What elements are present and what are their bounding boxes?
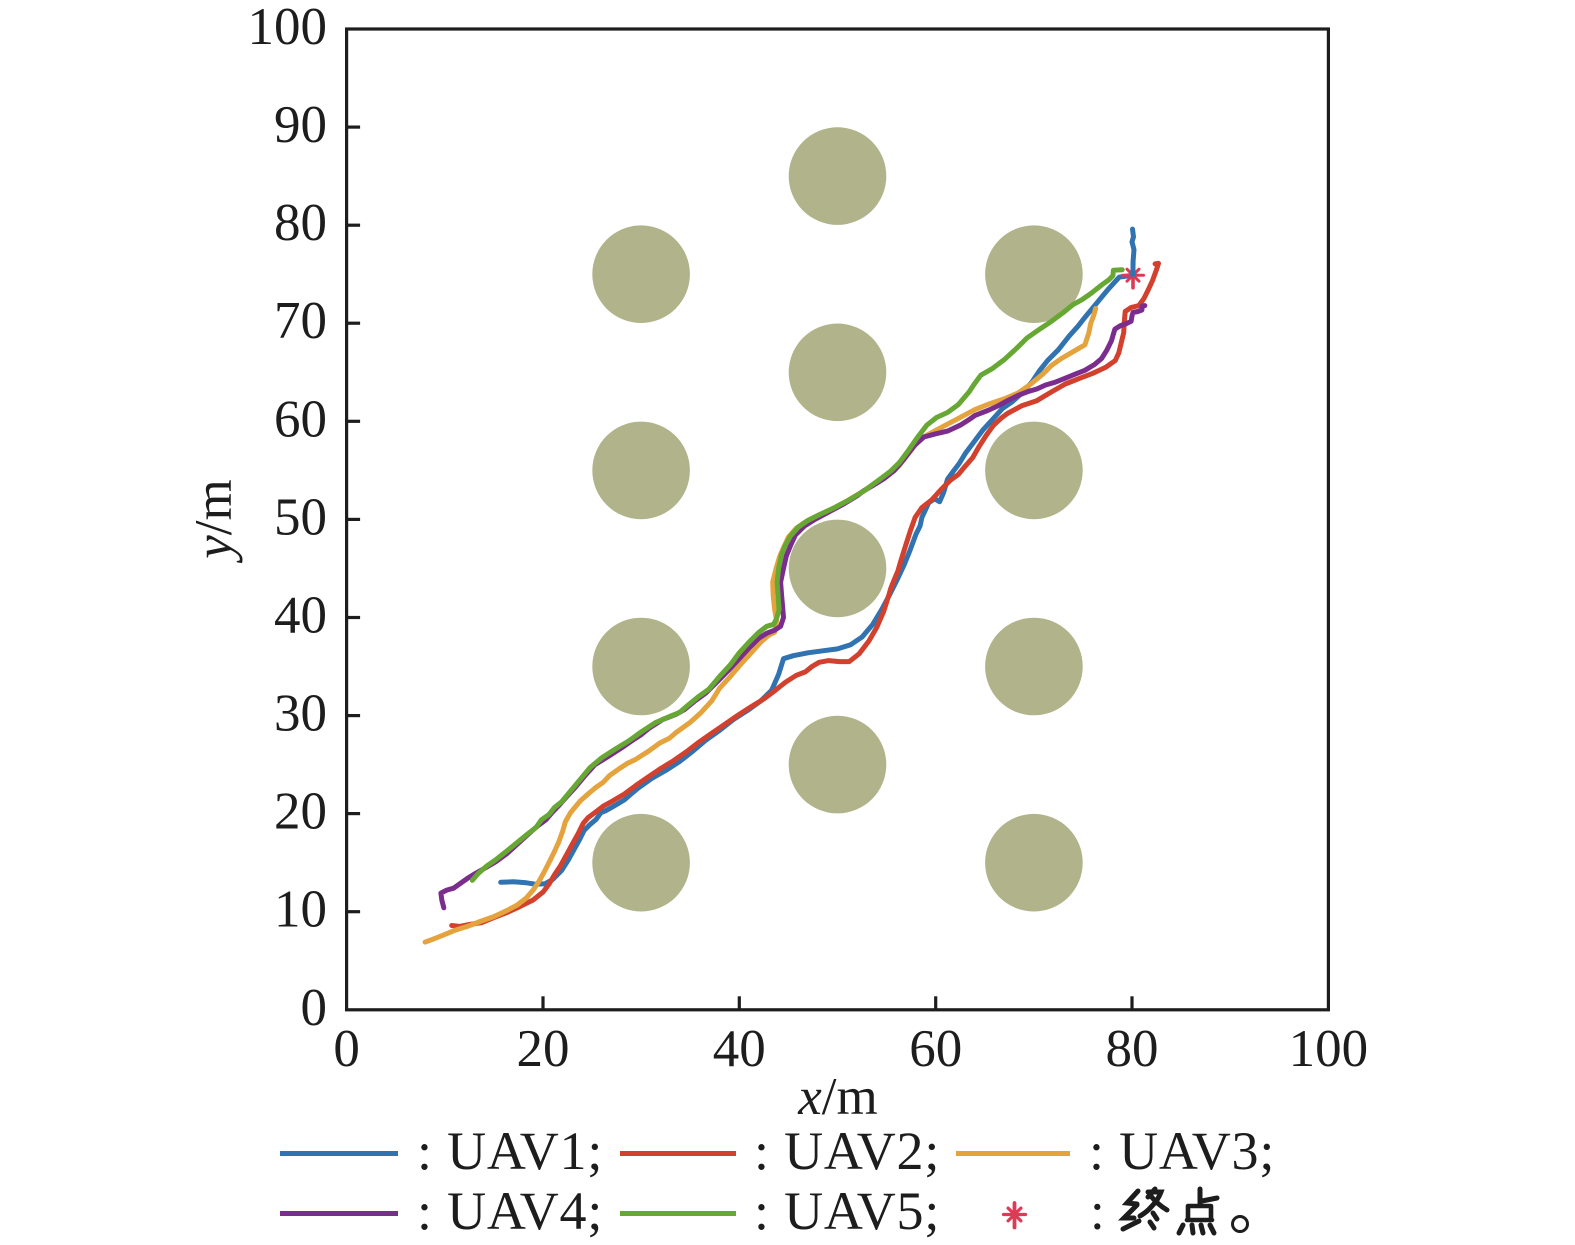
svg-text:y/m: y/m [185, 479, 243, 563]
svg-text:90: 90 [274, 96, 327, 154]
svg-text:20: 20 [274, 783, 327, 841]
svg-text:0: 0 [333, 1020, 360, 1078]
svg-text:100: 100 [248, 0, 328, 56]
svg-text:30: 30 [274, 685, 327, 743]
svg-text:x/m: x/m [797, 1068, 877, 1126]
svg-text:40: 40 [713, 1020, 766, 1078]
svg-text:: UAV4;: : UAV4; [417, 1181, 603, 1241]
svg-text::: : [1090, 1183, 1105, 1241]
svg-text:0: 0 [301, 979, 328, 1037]
svg-text:: UAV5;: : UAV5; [754, 1181, 940, 1241]
svg-text:60: 60 [909, 1020, 962, 1078]
svg-text:20: 20 [517, 1020, 570, 1078]
svg-text:80: 80 [1106, 1020, 1159, 1078]
svg-text:: UAV1;: : UAV1; [417, 1121, 603, 1181]
svg-text:10: 10 [274, 881, 327, 939]
svg-text:40: 40 [274, 587, 327, 645]
svg-text:80: 80 [274, 194, 327, 252]
svg-text:: UAV3;: : UAV3; [1089, 1121, 1275, 1181]
svg-text:60: 60 [274, 390, 327, 448]
svg-text:70: 70 [274, 292, 327, 350]
svg-text:50: 50 [274, 488, 327, 546]
svg-text:: UAV2;: : UAV2; [754, 1121, 940, 1181]
svg-text:100: 100 [1289, 1020, 1369, 1078]
